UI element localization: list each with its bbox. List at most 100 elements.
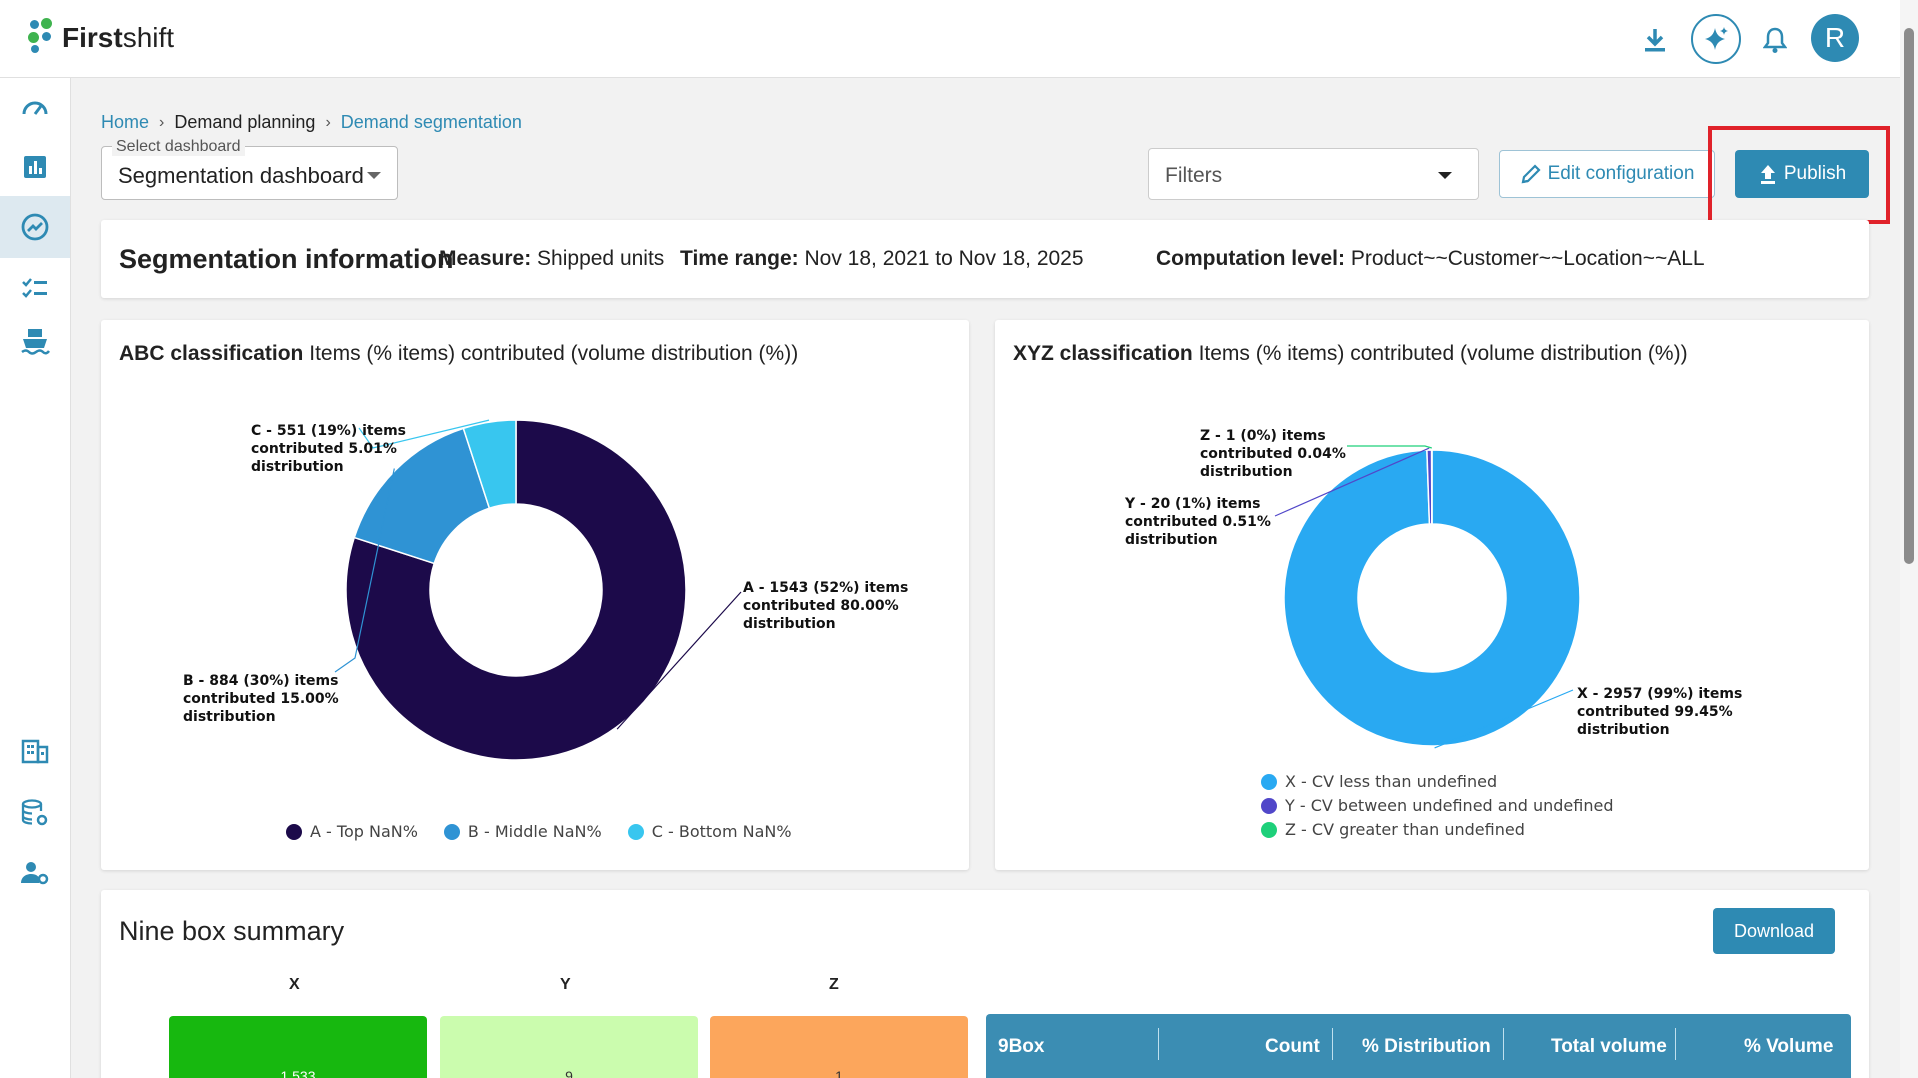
data-label-x: X - 2957 (99%) items: [1577, 686, 1742, 702]
user-gear-icon: [21, 862, 49, 885]
breadcrumb-separator: ›: [325, 113, 331, 131]
sidebar-item-data-settings[interactable]: [0, 784, 70, 842]
caret-down-icon: [1438, 172, 1452, 179]
data-label-y: Y - 20 (1%) items: [1124, 496, 1260, 512]
dashboard-select-value: Segmentation dashboard: [118, 163, 364, 188]
xyz-chart-title: XYZ classification Items (% items) contr…: [1013, 342, 1688, 365]
column-divider: [1503, 1028, 1504, 1060]
sidebar-item-demand-planning[interactable]: [0, 196, 70, 258]
data-label-c: distribution: [251, 459, 344, 475]
donut-slice-a[interactable]: [345, 419, 687, 761]
sidebar-item-reports[interactable]: [0, 138, 70, 196]
breadcrumb-demand-planning[interactable]: Demand planning: [174, 112, 316, 132]
xyz-legend-y[interactable]: Y - CV between undefined and undefined: [1261, 796, 1613, 815]
th-total-volume[interactable]: Total volume: [1551, 1036, 1667, 1057]
app-logo[interactable]: Firstshift: [28, 18, 174, 58]
main-content: Home › Demand planning › Demand segmenta…: [71, 78, 1900, 1078]
th-9box[interactable]: 9Box: [998, 1036, 1045, 1057]
segmentation-info-title: Segmentation information: [119, 244, 454, 274]
column-divider: [1158, 1028, 1159, 1060]
leader-line-a: [616, 591, 742, 730]
breadcrumb-home[interactable]: Home: [101, 112, 150, 132]
nine-box-title: Nine box summary: [119, 916, 345, 946]
donut-slice-x[interactable]: [1283, 449, 1581, 747]
xyz-legend-z[interactable]: Z - CV greater than undefined: [1261, 820, 1613, 839]
pencil-icon: [1521, 164, 1541, 184]
edit-configuration-button[interactable]: Edit configuration: [1499, 150, 1715, 198]
sidebar-item-organization[interactable]: [0, 722, 70, 780]
speedometer-icon: [22, 101, 48, 115]
xyz-legend-x[interactable]: X - CV less than undefined: [1261, 772, 1613, 791]
donut-slice-c[interactable]: [462, 419, 517, 510]
filters-select[interactable]: Filters: [1148, 148, 1479, 200]
abc-chart-title: ABC classification Items (% items) contr…: [119, 342, 799, 365]
ai-assistant-icon[interactable]: [1691, 14, 1741, 64]
sidebar-item-dashboard[interactable]: [0, 78, 70, 136]
data-label-x: distribution: [1577, 722, 1670, 738]
left-sidebar: [0, 78, 71, 1078]
column-header-z: Z: [829, 976, 839, 993]
computation-level-info: Computation level: Product~~Customer~~Lo…: [1156, 247, 1705, 270]
dashboard-select[interactable]: Select dashboard Segmentation dashboard: [101, 138, 398, 200]
column-header-y: Y: [560, 976, 571, 993]
data-label-a: A - 1543 (52%) items: [743, 580, 908, 596]
notification-bell-icon[interactable]: [1753, 18, 1797, 62]
nine-box-summary-card: Nine box summary Download X Y Z A 1,533 …: [101, 890, 1869, 1078]
brand-name: Firstshift: [62, 22, 175, 53]
trend-icon: [21, 213, 49, 241]
data-label-y: contributed 0.51%: [1125, 514, 1271, 530]
column-divider: [1332, 1028, 1333, 1060]
th-volume[interactable]: % Volume: [1744, 1036, 1834, 1057]
abc-legend: A - Top NaN% B - Middle NaN% C - Bottom …: [286, 822, 792, 841]
building-icon: [21, 739, 49, 764]
leader-line-c: [358, 419, 490, 449]
bar-chart-icon: [24, 156, 46, 178]
publish-button[interactable]: Publish: [1735, 150, 1869, 198]
edit-configuration-label: Edit configuration: [1547, 163, 1695, 184]
user-avatar[interactable]: R: [1811, 14, 1859, 62]
breadcrumb-separator: ›: [159, 113, 165, 131]
data-label-a: contributed 80.00%: [743, 598, 899, 614]
sidebar-item-user-settings[interactable]: [0, 844, 70, 902]
download-button[interactable]: Download: [1713, 908, 1835, 954]
data-label-b: contributed 15.00%: [183, 691, 339, 707]
ninebox-cell-ax[interactable]: 1,533: [169, 1016, 427, 1078]
data-label-x: contributed 99.45%: [1577, 704, 1733, 720]
xyz-legend: X - CV less than undefined Y - CV betwee…: [1261, 772, 1613, 839]
data-label-b: B - 884 (30%) items: [183, 673, 338, 689]
abc-legend-b[interactable]: B - Middle NaN%: [443, 822, 602, 841]
publish-label: Publish: [1783, 163, 1847, 184]
ninebox-cell-az[interactable]: 1: [710, 1016, 968, 1078]
abc-legend-a[interactable]: A - Top NaN%: [286, 822, 418, 841]
ninebox-cell-ay[interactable]: 9: [440, 1016, 698, 1078]
xyz-donut-chart: X - 2957 (99%) items contributed 99.45% di…: [1124, 428, 1742, 749]
breadcrumb: Home › Demand planning › Demand segmenta…: [101, 112, 522, 133]
data-label-c: C - 551 (19%) items: [251, 423, 406, 439]
data-label-y: distribution: [1125, 532, 1218, 548]
measure-info: Measure: Shipped units: [439, 247, 665, 270]
segmentation-info-card: Segmentation information Measure: Shippe…: [101, 220, 1869, 298]
th-distribution[interactable]: % Distribution: [1362, 1036, 1491, 1057]
filters-placeholder: Filters: [1165, 164, 1223, 187]
ninebox-table-header: 9Box Count % Distribution Total volume %…: [986, 1014, 1851, 1078]
data-label-z: Z - 1 (0%) items: [1200, 428, 1326, 444]
top-header: Firstshift R: [0, 0, 1900, 78]
abc-legend-c[interactable]: C - Bottom NaN%: [627, 822, 792, 841]
scrollbar-thumb[interactable]: [1904, 28, 1914, 564]
time-range-info: Time range: Nov 18, 2021 to Nov 18, 2025: [680, 247, 1084, 270]
download-icon[interactable]: [1633, 18, 1677, 62]
leader-line-b: [334, 468, 395, 673]
ship-icon: [21, 329, 50, 355]
th-count[interactable]: Count: [1265, 1036, 1320, 1057]
database-gear-icon: [21, 799, 48, 826]
sidebar-item-shipping[interactable]: [0, 312, 70, 370]
data-label-z: contributed 0.04%: [1200, 446, 1346, 462]
logo-icon: [28, 18, 58, 58]
column-divider: [1675, 1028, 1676, 1060]
leader-line-z: [1347, 445, 1432, 449]
xyz-classification-card: XYZ classification Items (% items) contr…: [995, 320, 1869, 870]
sidebar-item-tasks[interactable]: [0, 260, 70, 318]
upload-icon: [1760, 165, 1775, 184]
breadcrumb-current[interactable]: Demand segmentation: [340, 112, 522, 132]
abc-classification-card: ABC classification Items (% items) contr…: [101, 320, 969, 870]
